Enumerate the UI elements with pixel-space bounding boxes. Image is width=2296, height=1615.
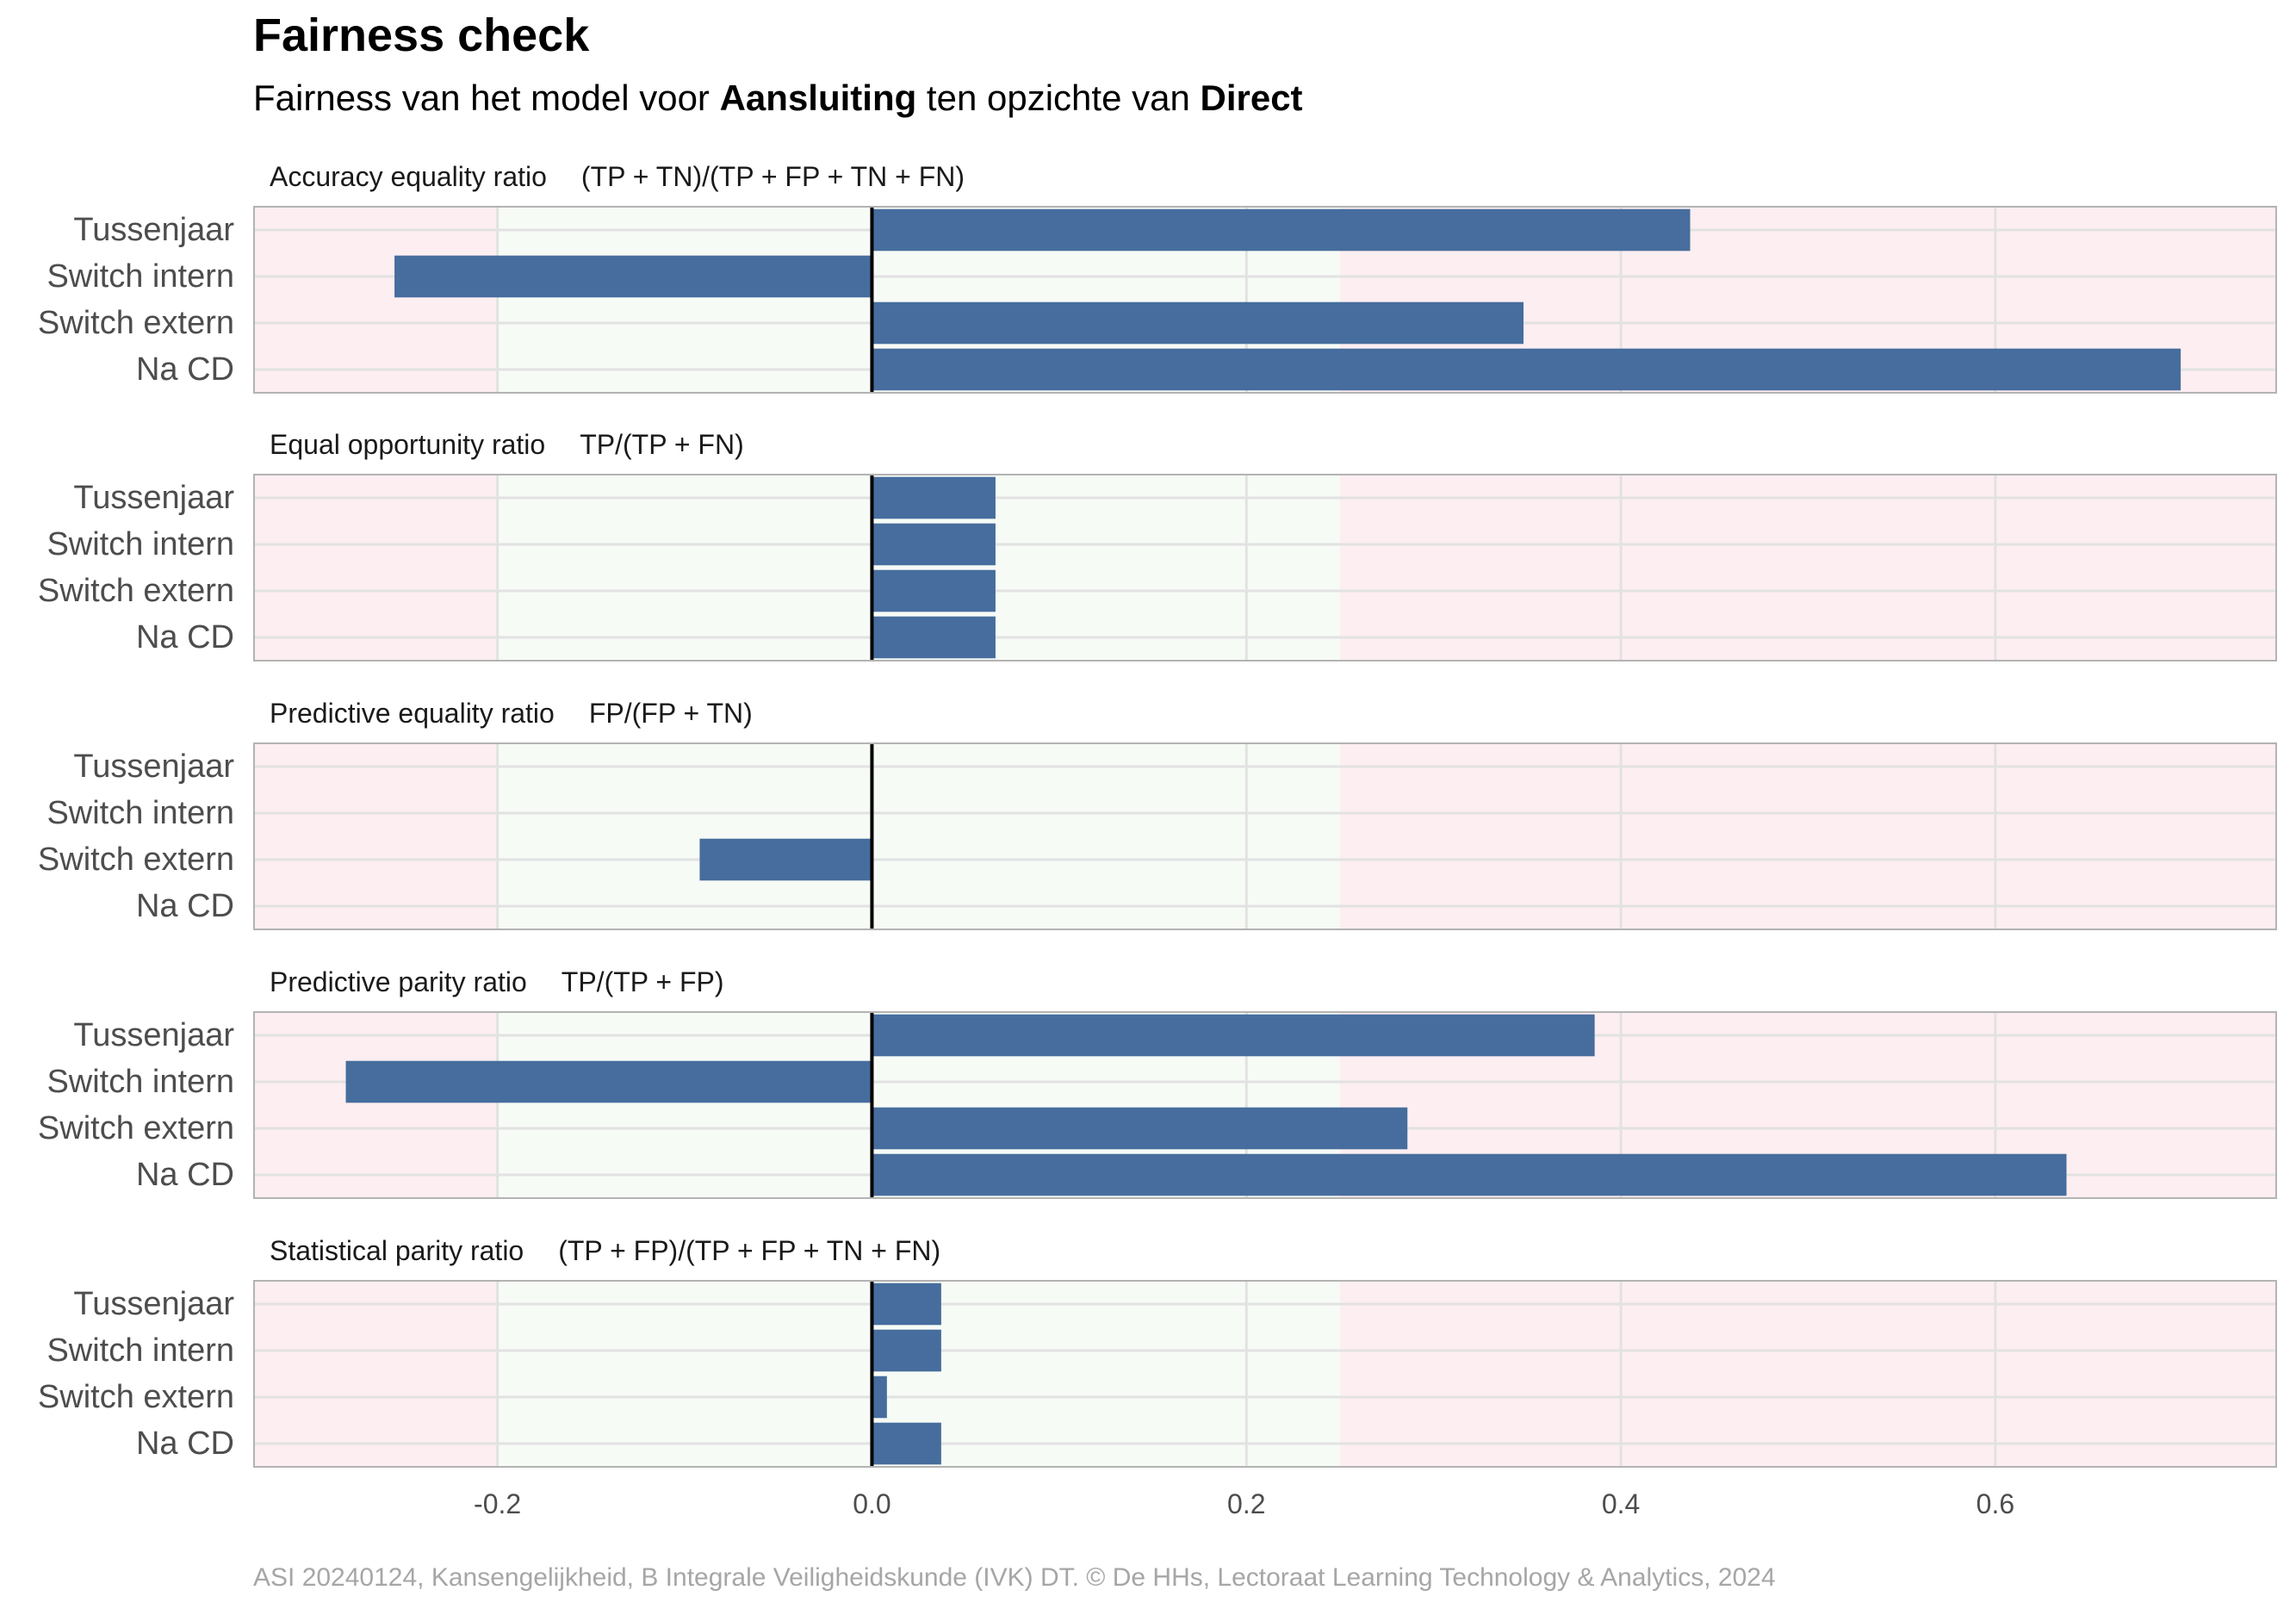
- category-label: Switch intern: [47, 1064, 234, 1100]
- bar: [872, 1376, 887, 1419]
- subtitle-reference: Direct: [1200, 78, 1303, 118]
- panel-metric-name: Statistical parity ratio: [270, 1235, 524, 1266]
- bar: [394, 255, 872, 298]
- x-tick-label: 0.0: [853, 1488, 890, 1519]
- bar: [872, 1283, 941, 1326]
- chart-subtitle: Fairness van het model voor Aansluiting …: [253, 78, 1303, 119]
- panel-border: [253, 474, 2277, 662]
- category-label: Switch extern: [38, 1110, 234, 1146]
- panel-border: [253, 1011, 2277, 1199]
- panel-border: [253, 206, 2277, 394]
- panel-strip-label: Accuracy equality ratio (TP + TN)/(TP + F…: [270, 161, 965, 192]
- unfair-zone-left: [254, 475, 498, 661]
- panel-metric-name: Predictive parity ratio: [270, 966, 527, 997]
- category-label: Switch intern: [47, 258, 234, 295]
- unfair-zone-right: [1339, 475, 2276, 661]
- category-label: Na CD: [136, 1157, 234, 1193]
- category-label: Switch intern: [47, 795, 234, 831]
- x-tick-label: 0.6: [1976, 1488, 2014, 1519]
- bar: [872, 569, 996, 612]
- category-label: Na CD: [136, 1426, 234, 1462]
- panel-strip-label: Predictive parity ratio TP/(TP + FP): [270, 966, 724, 997]
- bar: [872, 1153, 2067, 1196]
- bar: [872, 616, 996, 659]
- bar: [872, 1014, 1595, 1057]
- subtitle-part1: Fairness van het model voor: [253, 78, 720, 118]
- panel-metric-formula: TP/(TP + FP): [562, 966, 724, 997]
- subtitle-group: Aansluiting: [719, 78, 917, 118]
- category-label: Switch extern: [38, 573, 234, 609]
- unfair-zone-left: [254, 1012, 498, 1198]
- x-tick-label: 0.2: [1227, 1488, 1265, 1519]
- panel-strip-label: Statistical parity ratio (TP + FP)/(TP + …: [270, 1235, 940, 1266]
- panel-metric-name: Equal opportunity ratio: [270, 429, 545, 460]
- panel-metric-formula: TP/(TP + FN): [580, 429, 744, 460]
- panel-metric-name: Accuracy equality ratio: [270, 161, 547, 192]
- unfair-zone-right: [1339, 1281, 2276, 1467]
- bar: [872, 208, 1691, 252]
- bar: [699, 838, 872, 881]
- category-label: Switch extern: [38, 305, 234, 341]
- bar: [872, 1422, 941, 1465]
- category-label: Na CD: [136, 619, 234, 655]
- panel-border: [253, 742, 2277, 930]
- category-label: Tussenjaar: [73, 480, 234, 516]
- category-label: Na CD: [136, 351, 234, 388]
- x-tick-label: 0.4: [1602, 1488, 1640, 1519]
- panel-strip-label: Equal opportunity ratio TP/(TP + FN): [270, 429, 744, 460]
- category-label: Na CD: [136, 888, 234, 924]
- panel-border: [253, 1280, 2277, 1468]
- bar: [872, 523, 996, 566]
- panel-metric-formula: FP/(FP + TN): [589, 698, 753, 729]
- subtitle-part2: ten opzichte van: [916, 78, 1201, 118]
- bar: [872, 348, 2181, 391]
- panel-metric-formula: (TP + FP)/(TP + FP + TN + FN): [558, 1235, 940, 1266]
- bar: [872, 1107, 1408, 1150]
- bar: [872, 1329, 941, 1372]
- category-label: Tussenjaar: [73, 212, 234, 248]
- bar: [345, 1060, 872, 1103]
- panel-metric-formula: (TP + TN)/(TP + FP + TN + FN): [581, 161, 965, 192]
- unfair-zone-left: [254, 207, 498, 393]
- chart-caption: ASI 20240124, Kansengelijkheid, B Integr…: [253, 1563, 1776, 1592]
- panel-metric-name: Predictive equality ratio: [270, 698, 555, 729]
- unfair-zone-left: [254, 743, 498, 929]
- category-label: Switch extern: [38, 842, 234, 878]
- panel-strip-label: Predictive equality ratio FP/(FP + TN): [270, 698, 753, 729]
- category-label: Switch intern: [47, 1332, 234, 1369]
- unfair-zone-right: [1339, 743, 2276, 929]
- category-label: Switch intern: [47, 526, 234, 562]
- category-label: Tussenjaar: [73, 748, 234, 785]
- bar: [872, 301, 1524, 345]
- category-label: Tussenjaar: [73, 1286, 234, 1322]
- x-tick-label: -0.2: [474, 1488, 521, 1519]
- category-label: Switch extern: [38, 1379, 234, 1415]
- fair-zone: [497, 743, 1340, 929]
- category-label: Tussenjaar: [73, 1017, 234, 1053]
- unfair-zone-left: [254, 1281, 498, 1467]
- bar: [872, 476, 996, 519]
- chart-title: Fairness check: [253, 9, 590, 61]
